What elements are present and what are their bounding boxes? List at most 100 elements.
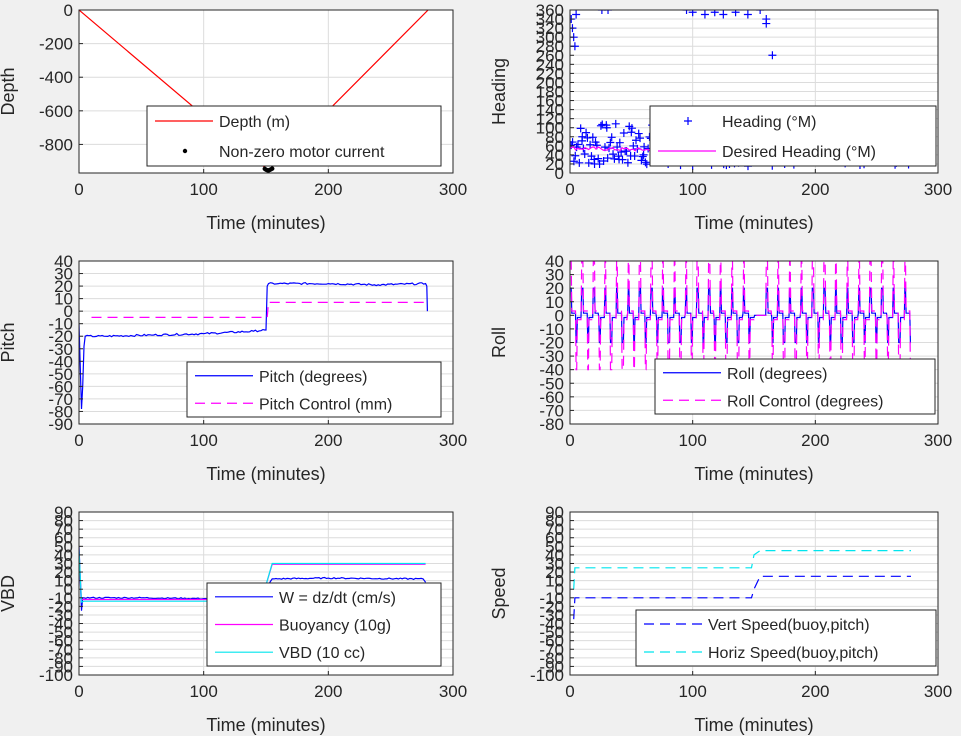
heading-marker [598, 120, 607, 129]
x-tick-label: 100 [678, 431, 706, 450]
plot-area [573, 549, 911, 620]
x-tick-label: 200 [314, 431, 342, 450]
heading-marker [570, 138, 577, 147]
x-axis-label: Time (minutes) [206, 213, 325, 233]
y-tick-label: -20 [539, 334, 564, 353]
x-axis-label: Time (minutes) [694, 715, 813, 735]
y-tick-label: 20 [545, 155, 564, 174]
y-tick-label: 70 [54, 520, 73, 539]
y-tick-label: -30 [48, 606, 73, 625]
y-tick-label: 40 [545, 546, 564, 565]
y-tick-label: -20 [48, 327, 73, 346]
y-tick-label: -400 [39, 68, 73, 87]
legend-entry: Non-zero motor current [219, 144, 385, 161]
heading-marker [582, 128, 591, 137]
chart-panel-3: 0 100 200 300-90-80-70-60-50-40-30-20-10010… [0, 252, 467, 484]
y-tick-label: 50 [54, 537, 73, 556]
y-tick-label: -30 [539, 347, 564, 366]
heading-marker [640, 142, 649, 151]
legend-box [649, 105, 937, 167]
legend: Depth (m) Non-zero motor current [146, 105, 442, 167]
y-tick-label: -200 [39, 35, 73, 54]
y-tick-label: 10 [54, 290, 73, 309]
y-tick-label: -30 [539, 606, 564, 625]
y-tick-label: 0 [555, 164, 564, 183]
series-roll-control-degrees [570, 261, 911, 371]
y-tick-label: -50 [48, 623, 73, 642]
y-tick-label: -60 [539, 632, 564, 651]
motor-current-dot [270, 166, 275, 171]
series-non-zero-motor-current [262, 166, 275, 173]
y-tick-label: -60 [48, 632, 73, 651]
y-tick-label: -70 [48, 390, 73, 409]
y-tick-label: 0 [64, 1, 73, 20]
y-tick-label: -80 [539, 415, 564, 434]
legend: Pitch (degrees) Pitch Control (mm) [186, 361, 442, 418]
heading-marker [631, 136, 640, 145]
legend: Roll (degrees) Roll Control (degrees) [654, 358, 936, 415]
legend-box [146, 105, 442, 167]
y-tick-label: 80 [54, 512, 73, 531]
series-vert-speed-buoy-pitch [573, 575, 911, 620]
heading-marker [596, 121, 605, 130]
legend-entry: Desired Heading (°M) [722, 144, 876, 161]
heading-marker [610, 154, 619, 163]
legend-entry: Pitch Control (mm) [259, 396, 392, 413]
y-tick-label: -20 [48, 597, 73, 616]
y-tick-label: -10 [48, 589, 73, 608]
legend-box [635, 609, 937, 667]
x-tick-label: 200 [801, 180, 829, 199]
heading-marker [573, 140, 582, 149]
y-tick-label: 0 [64, 302, 73, 321]
x-tick-label: 300 [924, 180, 952, 199]
x-tick-label: 0 [74, 180, 83, 199]
y-tick-label: -60 [48, 377, 73, 396]
y-tick-label: -90 [539, 657, 564, 676]
y-axis-label: VBD [0, 575, 18, 612]
heading-marker [615, 138, 624, 147]
x-tick-label: 300 [924, 431, 952, 450]
y-tick-label: 40 [54, 546, 73, 565]
y-tick-label: -70 [539, 640, 564, 659]
y-axis-label: Pitch [0, 322, 18, 362]
heading-marker [636, 134, 645, 143]
y-tick-label: 300 [536, 28, 564, 47]
heading-marker [590, 155, 599, 164]
y-tick-label: 320 [536, 19, 564, 38]
heading-marker [607, 133, 616, 142]
x-tick-label: 0 [565, 682, 574, 701]
y-tick-label: 10 [54, 572, 73, 591]
plot-area [79, 281, 428, 410]
heading-marker [571, 151, 580, 160]
x-axis-label: Time (minutes) [206, 464, 325, 484]
y-tick-label: -60 [539, 388, 564, 407]
x-tick-label: 300 [924, 682, 952, 701]
axes-frame [78, 260, 454, 425]
y-tick-label: 340 [536, 10, 564, 29]
heading-marker [637, 156, 646, 165]
y-axis-label: Depth [0, 67, 18, 115]
legend: Vert Speed(buoy,pitch) Horiz Speed(buoy,p… [635, 609, 937, 667]
heading-marker [630, 152, 639, 161]
heading-marker [604, 10, 613, 14]
y-tick-label: 80 [545, 128, 564, 147]
y-tick-label: -40 [539, 361, 564, 380]
series-horiz-speed-buoy-pitch [573, 549, 911, 590]
y-tick-label: 70 [545, 520, 564, 539]
axes-frame [569, 511, 939, 676]
legend-entry: Roll Control (degrees) [727, 393, 884, 410]
y-tick-label: 140 [536, 101, 564, 120]
y-tick-label: 200 [536, 73, 564, 92]
y-tick-label: 30 [54, 554, 73, 573]
y-axis-label: Roll [489, 327, 509, 358]
legend-entry: Horiz Speed(buoy,pitch) [708, 645, 878, 662]
y-tick-label: 30 [545, 554, 564, 573]
heading-marker [583, 133, 592, 142]
legend-box [186, 361, 442, 418]
y-tick-label: 20 [54, 563, 73, 582]
y-tick-label: -80 [48, 649, 73, 668]
legend-entry: W = dz/dt (cm/s) [279, 590, 396, 607]
heading-marker [602, 121, 611, 130]
x-axis-label: Time (minutes) [206, 715, 325, 735]
heading-marker [606, 138, 615, 147]
